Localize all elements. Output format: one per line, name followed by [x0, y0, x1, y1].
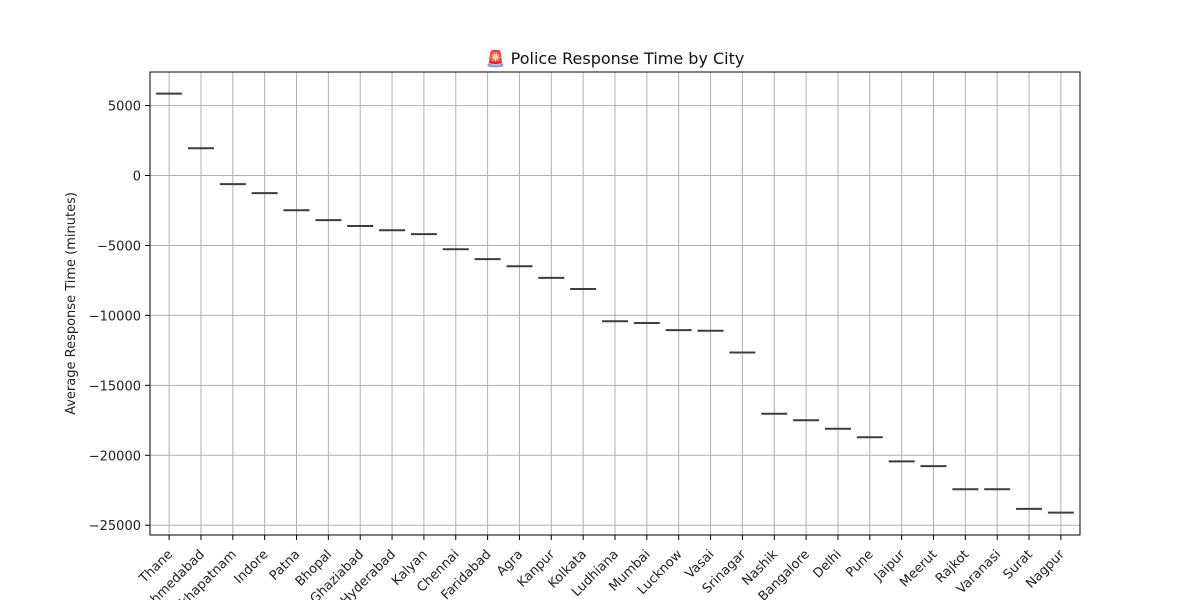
chart-title: 🚨 Police Response Time by City	[486, 49, 745, 68]
axis-ticks	[145, 105, 1062, 540]
y-tick-label: −10000	[89, 309, 141, 324]
y-tick-label: −15000	[89, 379, 141, 394]
x-tick-label: Delhi	[810, 547, 844, 581]
grid-lines	[150, 72, 1080, 535]
y-tick-label: −25000	[89, 519, 141, 534]
y-axis-label: Average Response Time (minutes)	[64, 192, 79, 415]
y-tick-label: −5000	[97, 239, 141, 254]
data-marks	[156, 92, 1074, 514]
plot-frame	[149, 71, 1081, 536]
y-tick-labels: 5000 0 −5000 −10000 −15000 −20000 −25000	[89, 100, 141, 535]
y-tick-label: 5000	[108, 100, 141, 115]
y-tick-label: −20000	[89, 449, 141, 464]
x-tick-label: Pune	[843, 547, 876, 580]
y-tick-label: 0	[133, 170, 141, 185]
x-tick-label: Indore	[232, 547, 272, 587]
x-tick-labels: ThaneAhmedabadVisakhapatnamIndorePatnaBh…	[136, 547, 1068, 600]
